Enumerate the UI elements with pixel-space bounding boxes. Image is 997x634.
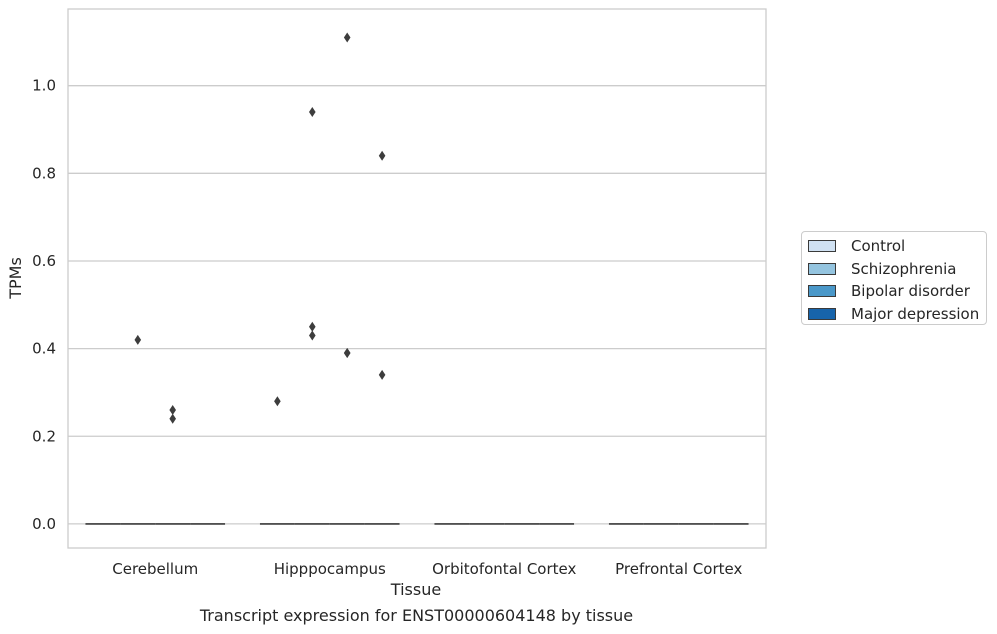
- legend-swatch-schizophrenia: [808, 262, 836, 275]
- legend-label-control: Control: [851, 237, 906, 256]
- x-tick-label: Cerebellum: [112, 560, 198, 578]
- outlier-point: [343, 32, 351, 43]
- x-tick-label: Hipppocampus: [274, 560, 386, 578]
- x-tick-label: Prefrontal Cortex: [615, 560, 742, 578]
- outlier-point: [309, 106, 316, 117]
- y-tick-label: 0.4: [32, 340, 56, 358]
- outlier-point: [169, 404, 176, 415]
- legend-item-control: Control: [808, 235, 986, 258]
- legend-swatch-major-depression: [808, 307, 836, 320]
- x-tick-label: Orbitofontal Cortex: [432, 560, 576, 578]
- outlier-point: [378, 150, 386, 161]
- legend-label-bipolar-disorder: Bipolar disorder: [851, 282, 970, 301]
- plot-area: [67, 8, 767, 549]
- chart-caption: Transcript expression for ENST0000060414…: [199, 606, 634, 625]
- y-axis-label: TPMs: [6, 257, 25, 300]
- y-tick-label: 1.0: [32, 77, 56, 95]
- legend-swatch-bipolar-disorder: [808, 285, 836, 298]
- grid-lines: [68, 85, 766, 525]
- legend-label-schizophrenia: Schizophrenia: [851, 259, 957, 278]
- outlier-point: [169, 413, 176, 424]
- outlier-point: [309, 321, 316, 332]
- outlier-point: [274, 396, 281, 407]
- legend: Control Schizophrenia Bipolar disorder M…: [801, 231, 987, 325]
- legend-item-bipolar-disorder: Bipolar disorder: [808, 280, 986, 303]
- outlier-points: [134, 32, 386, 424]
- y-tick-labels: 0.0 0.2 0.4 0.6 0.8 1.0: [32, 77, 56, 533]
- legend-item-schizophrenia: Schizophrenia: [808, 258, 986, 281]
- x-axis-label: Tissue: [390, 580, 441, 599]
- y-tick-label: 0.6: [32, 252, 56, 270]
- outlier-point: [343, 347, 351, 358]
- y-tick-label: 0.8: [32, 164, 56, 182]
- outlier-point: [378, 369, 386, 380]
- outlier-point: [134, 334, 142, 345]
- legend-label-major-depression: Major depression: [851, 304, 980, 323]
- outlier-point: [309, 330, 316, 341]
- legend-swatch-control: [808, 240, 836, 253]
- legend-item-major-depression: Major depression: [808, 303, 986, 326]
- y-tick-label: 0.2: [32, 427, 56, 445]
- y-tick-label: 0.0: [32, 515, 56, 533]
- x-tick-labels: Cerebellum Hipppocampus Orbitofontal Corte…: [112, 560, 742, 578]
